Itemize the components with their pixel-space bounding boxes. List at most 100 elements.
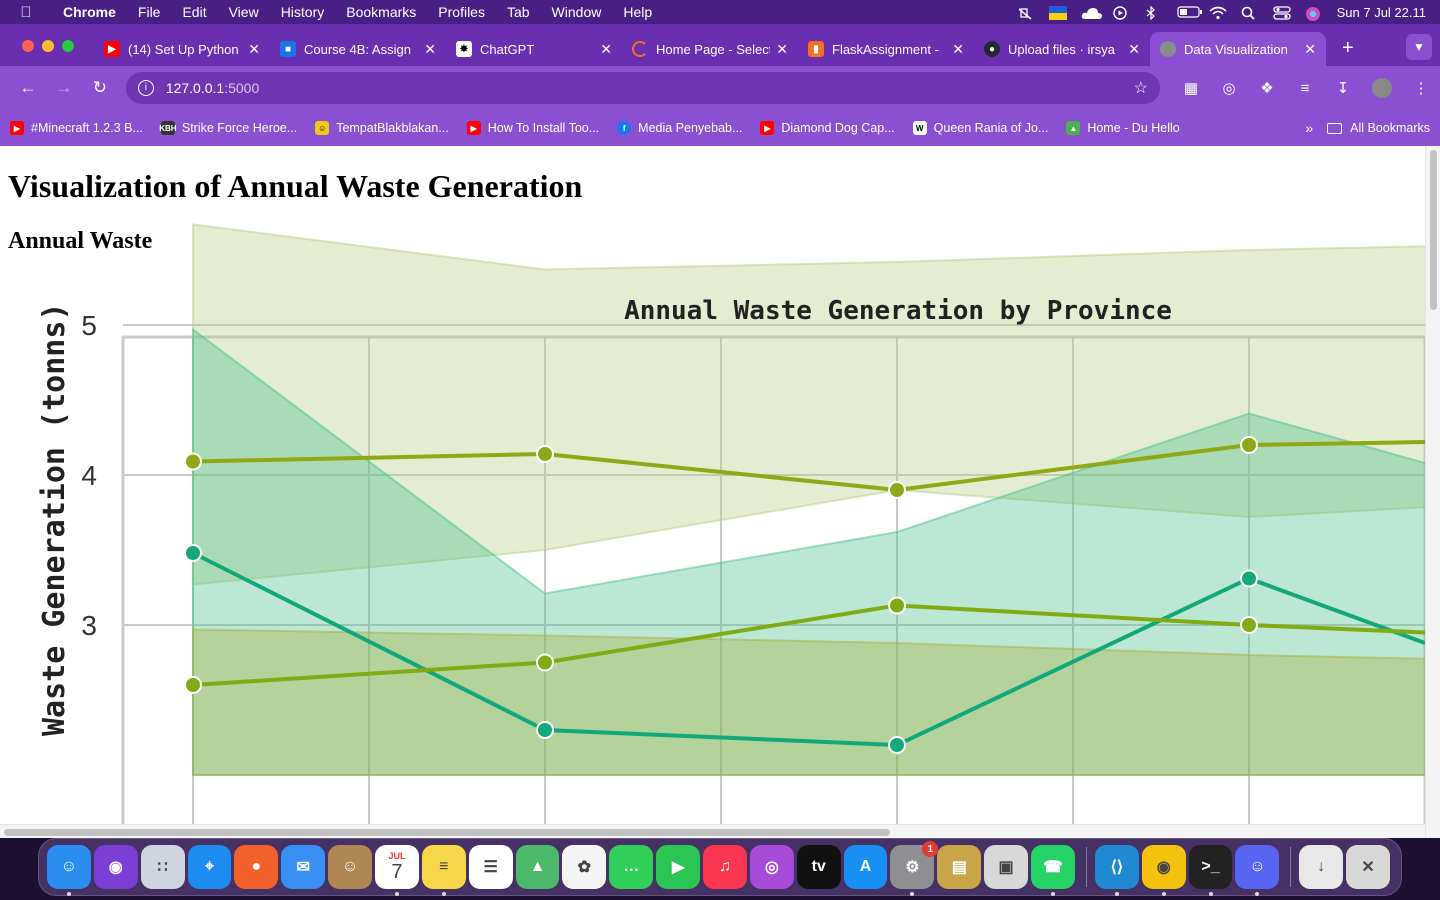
whatsapp-icon[interactable]: ☎ bbox=[1031, 845, 1075, 896]
back-arrow-icon[interactable]: ← bbox=[19, 78, 37, 97]
appstore-icon[interactable]: A bbox=[843, 845, 888, 889]
cloud-icon[interactable] bbox=[1081, 6, 1102, 19]
close-tab-icon[interactable]: ✕ bbox=[776, 40, 788, 57]
siri-icon[interactable]: ◉ bbox=[93, 845, 138, 889]
bookmark-item[interactable]: ▶ How To Install Too... bbox=[466, 121, 599, 135]
all-bookmarks-button[interactable]: All Bookmarks bbox=[1327, 121, 1430, 135]
menu-window[interactable]: Window bbox=[551, 4, 602, 20]
appletv-icon[interactable]: tv bbox=[796, 845, 841, 889]
tab-search-chevron-icon[interactable]: ▼ bbox=[1406, 34, 1432, 60]
extension-page-icon[interactable]: ▦ bbox=[1183, 80, 1199, 97]
safari-icon[interactable]: ⌖ bbox=[187, 845, 232, 889]
menu-history[interactable]: History bbox=[280, 4, 325, 20]
bookmark-item[interactable]: f Media Penyebab... bbox=[617, 121, 742, 135]
tab-youtube[interactable]: ▶ (14) Set Up Python ✕ bbox=[94, 32, 270, 66]
address-bar[interactable]: i 127.0.0.1:5000 ☆ bbox=[125, 72, 1160, 104]
menu-help[interactable]: Help bbox=[623, 4, 653, 20]
bluetooth-icon[interactable] bbox=[1145, 5, 1161, 21]
photos-icon[interactable]: ✿ bbox=[562, 845, 607, 889]
terminal-icon[interactable]: >_ bbox=[1188, 845, 1233, 896]
music-icon[interactable]: ♫ bbox=[703, 845, 747, 889]
wifi-icon[interactable] bbox=[1209, 6, 1227, 20]
extension-icons: ▦ ◎ ❖ ≡ ↧ ⋮ bbox=[1182, 78, 1430, 98]
tab-course[interactable]: ■ Course 4B: Assign ✕ bbox=[270, 32, 446, 66]
vertical-scrollbar[interactable] bbox=[1425, 146, 1440, 838]
menu-clock[interactable]: Sun 7 Jul 22.11 bbox=[1336, 4, 1426, 20]
menu-profiles[interactable]: Profiles bbox=[438, 4, 485, 20]
bookmark-item[interactable]: W Queen Rania of Jo... bbox=[912, 121, 1048, 135]
running-indicator bbox=[1255, 892, 1260, 896]
launchpad-icon[interactable]: ∷ bbox=[140, 845, 185, 889]
tab-data-visualization[interactable]: Data Visualization ✕ bbox=[1150, 32, 1326, 66]
bookmark-item[interactable]: ▶ Diamond Dog Cap... bbox=[760, 121, 895, 135]
firefox-icon[interactable]: ● bbox=[234, 845, 279, 889]
bookmark-item[interactable]: ▲ Home - Du Hello bbox=[1066, 121, 1180, 135]
finder-icon[interactable]: ☺ bbox=[47, 845, 91, 896]
discord-icon[interactable]: ☺ bbox=[1235, 845, 1280, 896]
close-window-button[interactable] bbox=[22, 40, 34, 52]
apple-icon[interactable]:  bbox=[0, 4, 52, 21]
messages-icon[interactable]: … bbox=[609, 845, 654, 889]
tab-flask-assignment[interactable]: ▮ FlaskAssignment - ✕ bbox=[798, 32, 974, 66]
horizontal-scroll-thumb[interactable] bbox=[4, 829, 890, 836]
tab-home-page[interactable]: Home Page - Select ✕ bbox=[622, 32, 798, 66]
vertical-scroll-thumb[interactable] bbox=[1430, 150, 1437, 310]
zoom-window-button[interactable] bbox=[62, 40, 74, 52]
maps-icon[interactable]: ▲ bbox=[515, 845, 560, 889]
downloads-icon[interactable]: ↓ bbox=[1299, 845, 1344, 889]
profile-avatar-icon[interactable] bbox=[1372, 78, 1392, 98]
close-tab-icon[interactable]: ✕ bbox=[424, 40, 436, 57]
more-menu-icon[interactable]: ⋮ bbox=[1413, 80, 1429, 97]
roblox-icon[interactable]: ▣ bbox=[984, 845, 1029, 889]
close-tab-icon[interactable]: ✕ bbox=[1128, 40, 1140, 57]
battery-icon[interactable] bbox=[1177, 6, 1202, 18]
close-tab-icon[interactable]: ✕ bbox=[1304, 40, 1316, 57]
close-tab-icon[interactable]: ✕ bbox=[600, 40, 612, 57]
contacts-icon[interactable]: ☺ bbox=[328, 845, 373, 889]
menu-bookmarks[interactable]: Bookmarks bbox=[346, 4, 417, 20]
horizontal-scrollbar[interactable] bbox=[0, 824, 1425, 838]
forward-arrow-icon[interactable]: → bbox=[55, 78, 73, 97]
vscode-icon[interactable]: ⟨⟩ bbox=[1094, 845, 1139, 896]
reminders-icon[interactable]: ☰ bbox=[468, 845, 513, 889]
bookmark-star-icon[interactable]: ☆ bbox=[1133, 80, 1148, 97]
control-center-icon[interactable] bbox=[1272, 6, 1291, 20]
extensions-puzzle-icon[interactable]: ❖ bbox=[1260, 80, 1274, 97]
menu-view[interactable]: View bbox=[228, 4, 259, 20]
close-tab-icon[interactable]: ✕ bbox=[952, 40, 964, 57]
menu-file[interactable]: File bbox=[137, 4, 161, 20]
url-text[interactable]: 127.0.0.1:5000 bbox=[166, 80, 1134, 96]
new-tab-button[interactable]: + bbox=[1342, 37, 1354, 59]
facetime-icon[interactable]: ▶ bbox=[656, 845, 701, 889]
archive-icon[interactable]: ▤ bbox=[937, 845, 982, 889]
site-info-icon[interactable]: i bbox=[137, 80, 154, 96]
download-icon[interactable]: ↧ bbox=[1336, 80, 1350, 97]
play-circle-icon[interactable] bbox=[1112, 6, 1129, 20]
extension-spiral-icon[interactable]: ◎ bbox=[1222, 80, 1236, 97]
tab-github[interactable]: ● Upload files · irsya ✕ bbox=[974, 32, 1150, 66]
tab-chatgpt[interactable]: ✸ ChatGPT ✕ bbox=[446, 32, 622, 66]
minimize-window-button[interactable] bbox=[42, 40, 54, 52]
reload-icon[interactable]: ↻ bbox=[92, 78, 107, 97]
mail-icon[interactable]: ✉ bbox=[281, 845, 326, 889]
calendar-icon[interactable]: JUL 7 bbox=[375, 845, 419, 896]
podcasts-icon[interactable]: ◎ bbox=[749, 845, 794, 889]
trash-icon[interactable]: ✕ bbox=[1346, 845, 1391, 889]
menu-app-name[interactable]: Chrome bbox=[63, 4, 116, 20]
chrome-icon[interactable]: ◉ bbox=[1141, 845, 1186, 896]
settings-icon[interactable]: ⚙ 1 bbox=[890, 841, 939, 896]
menu-tab[interactable]: Tab bbox=[506, 4, 530, 20]
bookmark-item[interactable]: KBH Strike Force Heroe... bbox=[159, 121, 297, 135]
spotlight-search-icon[interactable] bbox=[1241, 6, 1257, 20]
siri-status-icon[interactable] bbox=[1305, 6, 1321, 21]
bookmarks-overflow-icon[interactable]: » bbox=[1305, 120, 1314, 136]
notes-icon[interactable]: ≡ bbox=[421, 845, 466, 896]
bookmark-item[interactable]: ▶ #Minecraft 1.2.3 B... bbox=[10, 121, 143, 135]
flag-icon[interactable] bbox=[1048, 6, 1067, 20]
bookmark-item[interactable]: ☺ TempatBlakblakan... bbox=[315, 121, 449, 135]
menu-edit[interactable]: Edit bbox=[182, 4, 207, 20]
mute-icon[interactable] bbox=[1017, 6, 1033, 20]
url-host: 127.0.0.1 bbox=[165, 80, 225, 96]
close-tab-icon[interactable]: ✕ bbox=[248, 40, 260, 57]
media-queue-icon[interactable]: ≡ bbox=[1300, 79, 1310, 97]
